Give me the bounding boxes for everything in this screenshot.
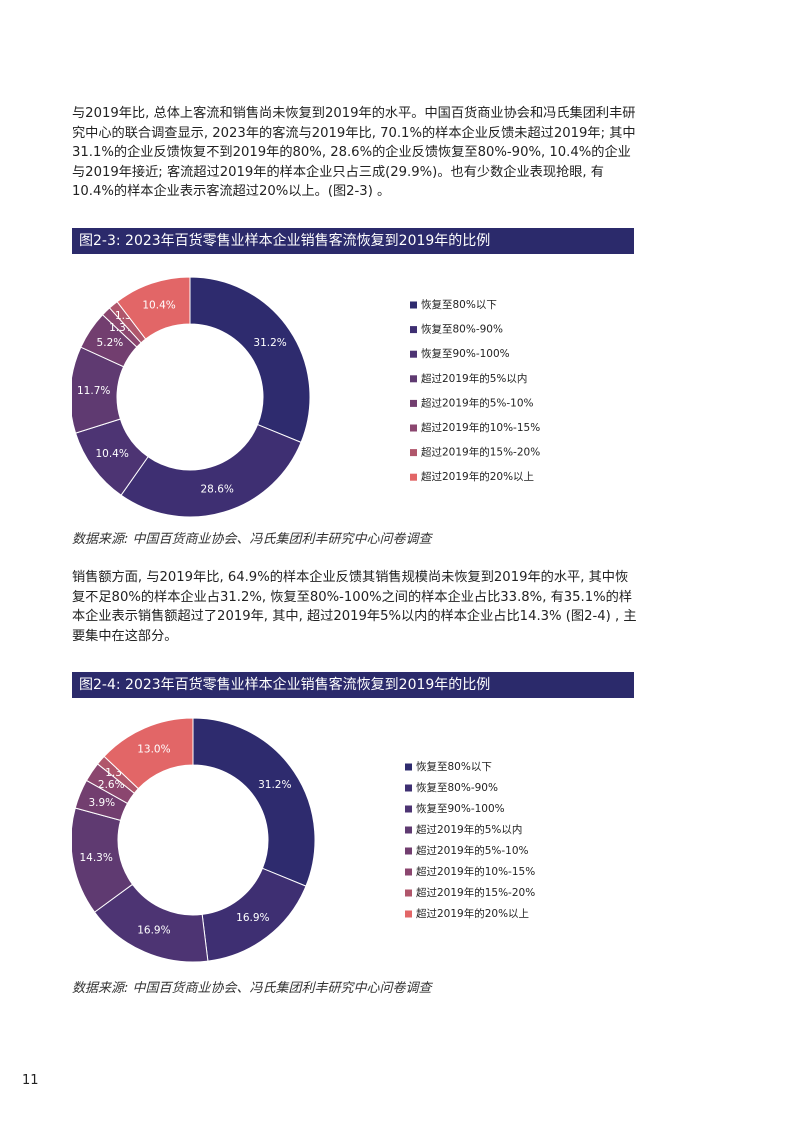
legend-swatch xyxy=(405,889,412,897)
data-label: 31.2% xyxy=(253,337,286,349)
legend-swatch xyxy=(405,847,412,855)
figure-title: 图2-4: 2023年百货零售业样本企业销售客流恢复到2019年的比例 xyxy=(72,672,634,698)
data-label: 16.9% xyxy=(236,912,269,924)
paragraph: 销售额方面, 与2019年比, 64.9%的样本企业反馈其销售规模尚未恢复到20… xyxy=(72,570,637,644)
donut-slice xyxy=(192,717,316,887)
data-label: 16.9% xyxy=(137,924,170,936)
legend-swatch xyxy=(405,868,412,876)
legend-label: 超过2019年的5%-10% xyxy=(416,844,529,857)
legend-label: 恢复至80%-90% xyxy=(421,323,503,336)
data-label: 11.7% xyxy=(77,385,110,397)
chart: 31.2%16.9%16.9%14.3%3.9%2.6%1.3%13.0%恢复至… xyxy=(72,717,535,963)
legend-label: 恢复至80%以下 xyxy=(416,760,492,773)
data-label: 5.2% xyxy=(97,337,124,349)
legend-swatch xyxy=(410,424,417,432)
figure-title: 图2-3: 2023年百货零售业样本企业销售客流恢复到2019年的比例 xyxy=(72,228,634,254)
data-label: 13.0% xyxy=(137,744,170,756)
data-label: 10.4% xyxy=(95,448,128,460)
data-label: 14.3% xyxy=(79,852,112,864)
legend-label: 超过2019年的5%以内 xyxy=(416,823,522,836)
legend-swatch xyxy=(410,473,417,481)
source: 数据来源: 中国百货商业协会、冯氏集团利丰研究中心问卷调查 xyxy=(72,981,432,996)
donut-slice xyxy=(103,717,194,790)
source: 数据来源: 中国百货商业协会、冯氏集团利丰研究中心问卷调查 xyxy=(72,532,432,547)
donut-slice xyxy=(120,423,302,518)
legend-swatch xyxy=(405,826,412,834)
legend-label: 超过2019年的5%以内 xyxy=(421,372,527,385)
legend-label: 超过2019年的20%以上 xyxy=(416,907,529,920)
data-label: 28.6% xyxy=(201,484,234,496)
page-number: 11 xyxy=(22,1073,39,1088)
legend-label: 超过2019年的10%-15% xyxy=(421,421,540,434)
legend-label: 超过2019年的15%-20% xyxy=(416,886,535,899)
legend-label: 恢复至80%以下 xyxy=(421,298,497,311)
legend-label: 恢复至80%-90% xyxy=(416,781,498,794)
legend-swatch xyxy=(410,301,417,309)
legend-swatch xyxy=(410,375,417,383)
legend-label: 超过2019年的10%-15% xyxy=(416,865,535,878)
legend-swatch xyxy=(410,350,417,358)
chart: 31.2%28.6%10.4%11.7%5.2%1.3%1.3%10.4%恢复至… xyxy=(72,276,540,518)
legend-swatch xyxy=(410,449,417,457)
data-label: 31.2% xyxy=(258,779,291,791)
legend-swatch xyxy=(410,399,417,407)
donut-slice xyxy=(116,276,191,340)
legend-swatch xyxy=(410,326,417,334)
donut-slice xyxy=(189,276,311,444)
paragraph: 与2019年比, 总体上客流和销售尚未恢复到2019年的水平。中国百货商业协会和… xyxy=(72,106,636,200)
legend-label: 超过2019年的5%-10% xyxy=(421,396,534,409)
legend-swatch xyxy=(405,784,412,792)
legend-label: 恢复至90%-100% xyxy=(416,802,505,815)
legend-label: 恢复至90%-100% xyxy=(421,347,510,360)
legend-swatch xyxy=(405,910,412,918)
data-label: 3.9% xyxy=(88,797,115,809)
legend-label: 超过2019年的20%以上 xyxy=(421,470,534,483)
legend-swatch xyxy=(405,763,412,771)
legend-swatch xyxy=(405,805,412,813)
data-label: 2.6% xyxy=(98,779,125,791)
data-label: 10.4% xyxy=(142,300,175,312)
legend-label: 超过2019年的15%-20% xyxy=(421,446,540,459)
